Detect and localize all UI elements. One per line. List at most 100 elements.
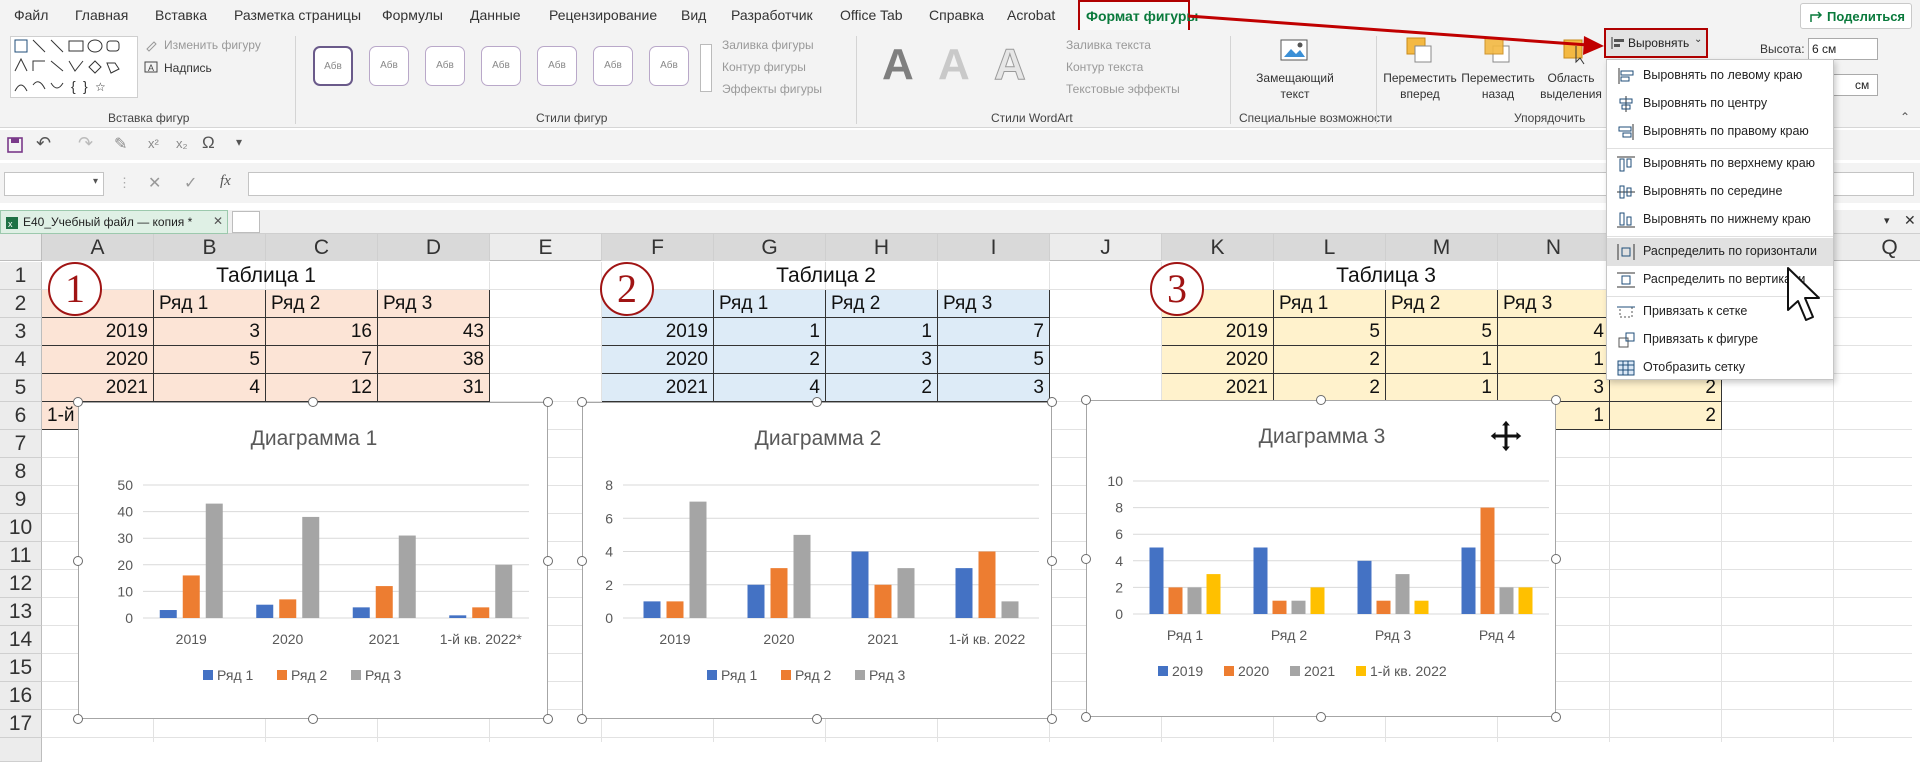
table-cell[interactable]: 43: [378, 318, 490, 346]
resize-handle[interactable]: [1316, 712, 1326, 722]
resize-handle[interactable]: [812, 714, 822, 724]
superscript-icon[interactable]: x²: [148, 136, 159, 151]
row-header[interactable]: 9: [0, 486, 42, 514]
column-header[interactable]: C: [266, 234, 378, 261]
edit-shape-button[interactable]: Изменить фигуру: [164, 38, 261, 52]
resize-handle[interactable]: [73, 714, 83, 724]
table-cell[interactable]: 7: [266, 346, 378, 374]
share-button[interactable]: Поделиться: [1800, 3, 1912, 29]
table-cell[interactable]: 3: [826, 346, 938, 374]
distribute-vertical-item[interactable]: Распределить по вертикали: [1607, 266, 1833, 294]
text-outline-button[interactable]: Контур текста: [1066, 60, 1144, 74]
resize-handle[interactable]: [812, 397, 822, 407]
column-header[interactable]: K: [1162, 234, 1274, 261]
table-cell[interactable]: 2019: [1162, 318, 1274, 346]
menu-file[interactable]: Файл: [14, 7, 49, 23]
menu-formulas[interactable]: Формулы: [382, 7, 443, 23]
table-cell[interactable]: 2: [1610, 402, 1722, 430]
align-top-item[interactable]: Выровнять по верхнему краю: [1607, 150, 1833, 178]
table-cell[interactable]: 2021: [602, 374, 714, 402]
table-cell[interactable]: 3: [938, 374, 1050, 402]
align-button[interactable]: Выровнять ⌄: [1604, 28, 1708, 58]
resize-handle[interactable]: [543, 714, 553, 724]
alt-text-button[interactable]: Замещающий текст: [1247, 70, 1343, 102]
wordart-style-1[interactable]: A: [882, 40, 914, 89]
column-header[interactable]: Q: [1834, 234, 1920, 261]
shape-style-2[interactable]: Абв: [369, 46, 409, 86]
shape-style-6[interactable]: Абв: [593, 46, 633, 86]
name-box-dropdown-icon[interactable]: ▾: [93, 176, 99, 187]
table-cell[interactable]: 31: [378, 374, 490, 402]
chart-1[interactable]: Диаграмма 1 0 10 20 30 40 50 2019 2020 2021 1-й кв…: [78, 402, 548, 719]
row-header[interactable]: [0, 738, 42, 762]
row-header[interactable]: 14: [0, 626, 42, 654]
resize-handle[interactable]: [577, 714, 587, 724]
column-header[interactable]: A: [42, 234, 154, 261]
collapse-ribbon-icon[interactable]: ⌃: [1900, 110, 1911, 124]
tab-list-icon[interactable]: ▾: [1884, 215, 1890, 227]
table-cell[interactable]: 4: [714, 374, 826, 402]
table-cell[interactable]: 12: [266, 374, 378, 402]
resize-handle[interactable]: [1081, 395, 1091, 405]
column-header[interactable]: I: [938, 234, 1050, 261]
name-box[interactable]: ▾: [4, 172, 104, 196]
subscript-icon[interactable]: x₂: [176, 136, 188, 151]
table-cell[interactable]: 5: [1274, 318, 1386, 346]
row-header[interactable]: 17: [0, 710, 42, 738]
wordart-style-2[interactable]: A: [938, 40, 970, 89]
align-right-item[interactable]: Выровнять по правому краю: [1607, 118, 1833, 146]
table-cell[interactable]: 3: [154, 318, 266, 346]
menu-view[interactable]: Вид: [681, 7, 707, 23]
table-cell[interactable]: 1: [826, 318, 938, 346]
row-header[interactable]: 10: [0, 514, 42, 542]
column-header[interactable]: H: [826, 234, 938, 261]
table-cell[interactable]: 2019: [602, 318, 714, 346]
menu-insert[interactable]: Вставка: [155, 7, 208, 23]
menu-data[interactable]: Данные: [470, 7, 521, 23]
text-effects-button[interactable]: Текстовые эффекты: [1066, 82, 1180, 96]
snap-to-shape-item[interactable]: Привязать к фигуре: [1607, 326, 1833, 354]
resize-handle[interactable]: [1316, 395, 1326, 405]
view-gridlines-item[interactable]: Отобразить сетку: [1607, 354, 1833, 382]
row-header[interactable]: 8: [0, 458, 42, 486]
column-header[interactable]: D: [378, 234, 490, 261]
close-window-icon[interactable]: ✕: [1904, 212, 1916, 228]
menu-review[interactable]: Рецензирование: [549, 7, 658, 23]
row-header[interactable]: 4: [0, 346, 42, 374]
height-input[interactable]: 6 см: [1808, 38, 1878, 60]
save-icon[interactable]: [6, 136, 24, 154]
table-cell[interactable]: 2021: [1162, 374, 1274, 402]
row-header[interactable]: 1: [0, 262, 42, 290]
table-cell[interactable]: 38: [378, 346, 490, 374]
shape-style-4[interactable]: Абв: [481, 46, 521, 86]
row-header[interactable]: 12: [0, 570, 42, 598]
close-tab-icon[interactable]: ✕: [213, 214, 224, 228]
menu-help[interactable]: Справка: [929, 7, 984, 23]
resize-handle[interactable]: [73, 555, 83, 566]
table-cell[interactable]: Ряд 1: [1274, 290, 1386, 318]
shape-style-5[interactable]: Абв: [537, 46, 577, 86]
chart-3[interactable]: Диаграмма 3 0 2 4 6 8 10 Ряд 1 Ряд 2 Ряд 3 Ряд 4 20…: [1086, 400, 1556, 717]
column-header[interactable]: L: [1274, 234, 1386, 261]
bring-forward-button[interactable]: Переместить вперед: [1378, 70, 1462, 102]
shape-fill-button[interactable]: Заливка фигуры: [722, 38, 814, 52]
row-header[interactable]: 2: [0, 290, 42, 318]
column-header[interactable]: M: [1386, 234, 1498, 261]
resize-handle[interactable]: [1047, 555, 1057, 566]
table-cell[interactable]: 4: [1498, 318, 1610, 346]
row-header[interactable]: 13: [0, 598, 42, 626]
format-painter-icon[interactable]: ✎: [114, 136, 128, 153]
snap-to-grid-item[interactable]: Привязать к сетке: [1607, 298, 1833, 326]
resize-handle[interactable]: [1081, 712, 1091, 722]
row-header[interactable]: 5: [0, 374, 42, 402]
table-cell[interactable]: 2020: [602, 346, 714, 374]
table-cell[interactable]: Ряд 1: [154, 290, 266, 318]
resize-handle[interactable]: [543, 397, 553, 407]
resize-handle[interactable]: [543, 555, 553, 566]
shape-style-3[interactable]: Абв: [425, 46, 465, 86]
table-cell[interactable]: Ряд 2: [826, 290, 938, 318]
resize-handle[interactable]: [577, 397, 587, 407]
shape-styles-scroll[interactable]: [700, 44, 712, 92]
number-badge-1[interactable]: 1: [48, 262, 102, 316]
table-cell[interactable]: 2020: [1162, 346, 1274, 374]
